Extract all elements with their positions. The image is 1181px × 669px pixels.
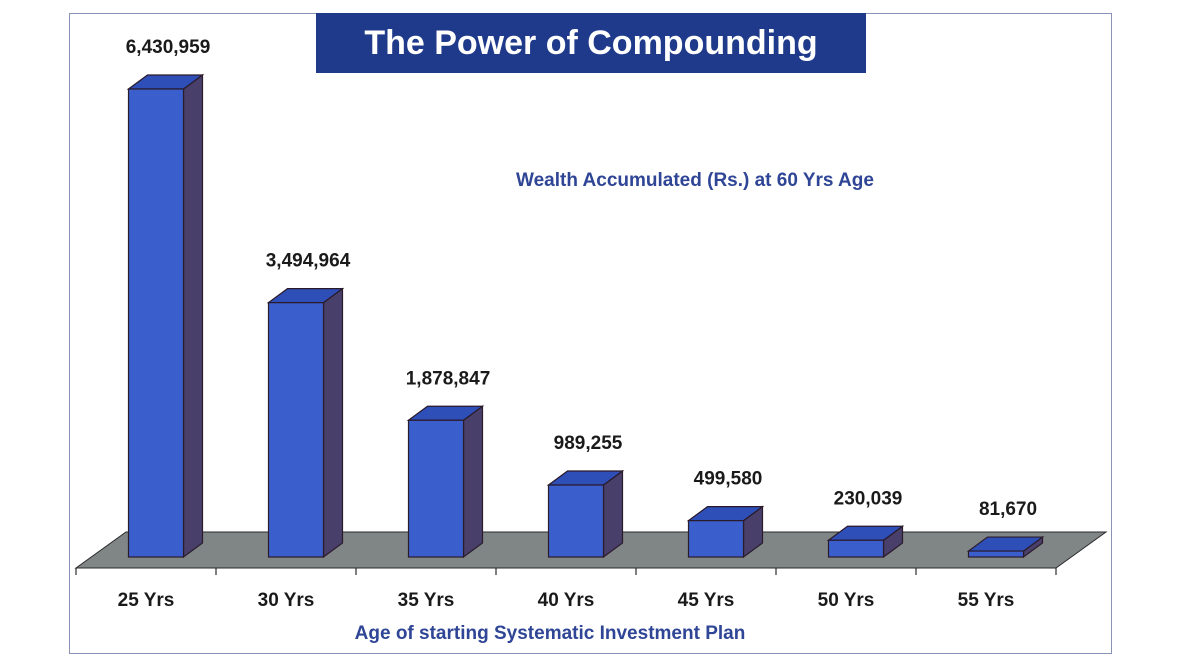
chart-subtitle: Wealth Accumulated (Rs.) at 60 Yrs Age bbox=[516, 170, 874, 191]
value-label: 1,878,847 bbox=[406, 368, 491, 389]
value-labels: 6,430,959 3,494,964 1,878,847 989,255 499,58… bbox=[126, 37, 1037, 520]
category-label: 35 Yrs bbox=[398, 590, 455, 611]
category-label: 55 Yrs bbox=[958, 590, 1015, 611]
x-axis-label: Age of starting Systematic Investment Pl… bbox=[354, 623, 746, 644]
bar-25-yrs bbox=[126, 73, 205, 559]
value-label: 230,039 bbox=[834, 488, 903, 509]
bar-50-yrs bbox=[826, 525, 905, 559]
category-label: 45 Yrs bbox=[678, 590, 735, 611]
value-label: 499,580 bbox=[694, 469, 763, 490]
category-label: 40 Yrs bbox=[538, 590, 595, 611]
bars bbox=[126, 73, 1045, 559]
category-label: 25 Yrs bbox=[118, 590, 175, 611]
value-label: 6,430,959 bbox=[126, 37, 211, 58]
bar-55-yrs bbox=[966, 535, 1045, 559]
x-axis bbox=[75, 568, 1057, 575]
chart-title-text: The Power of Compounding bbox=[364, 23, 818, 62]
bar-45-yrs bbox=[686, 505, 765, 559]
bar-35-yrs bbox=[406, 405, 485, 559]
category-label: 30 Yrs bbox=[258, 590, 315, 611]
chart-title: The Power of Compounding bbox=[316, 13, 866, 73]
bar-40-yrs bbox=[546, 469, 625, 559]
value-label: 3,494,964 bbox=[266, 251, 351, 272]
value-label: 81,670 bbox=[979, 499, 1037, 520]
category-labels: 25 Yrs 30 Yrs 35 Yrs 40 Yrs 45 Yrs 50 Yrs 55 Y… bbox=[118, 590, 1015, 611]
value-label: 989,255 bbox=[554, 433, 623, 454]
bar-30-yrs bbox=[266, 287, 345, 559]
category-label: 50 Yrs bbox=[818, 590, 875, 611]
